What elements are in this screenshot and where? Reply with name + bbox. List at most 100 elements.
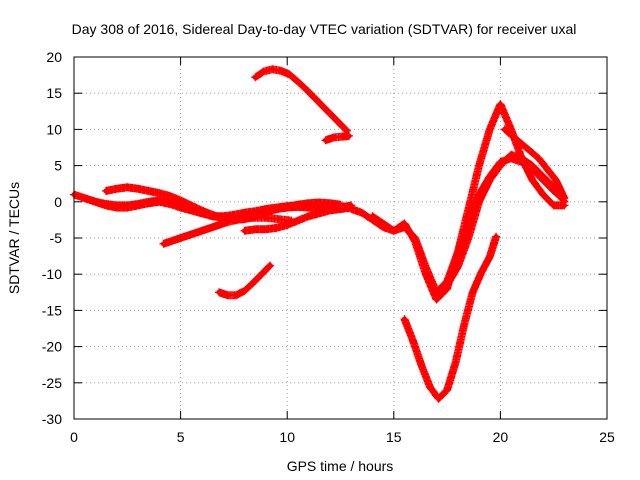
data-point — [493, 233, 499, 240]
data-point — [103, 188, 109, 194]
data-point — [427, 384, 433, 390]
data-point — [209, 212, 216, 218]
chart-title: Day 308 of 2016, Sidereal Day-to-day VTE… — [72, 21, 577, 37]
data-point — [250, 215, 256, 221]
data-point — [156, 199, 162, 205]
data-point — [103, 202, 109, 209]
data-point — [178, 197, 184, 203]
data-point — [465, 235, 472, 241]
data-point — [188, 202, 194, 209]
data-point — [519, 141, 525, 147]
y-tick-label: -10 — [42, 266, 62, 282]
data-point — [346, 133, 352, 139]
data-point — [160, 241, 167, 247]
data-point — [369, 213, 376, 219]
series-arc-bottom — [215, 261, 275, 300]
data-point — [497, 101, 503, 107]
data-point — [510, 134, 516, 140]
data-point — [216, 289, 222, 295]
y-tick-label: -15 — [42, 302, 62, 318]
data-point — [359, 210, 365, 216]
y-tick-label: -20 — [42, 339, 62, 355]
data-point — [487, 126, 493, 132]
data-point — [519, 155, 525, 161]
data-point — [508, 152, 514, 158]
data-point — [263, 215, 269, 221]
data-point — [269, 66, 275, 72]
y-tick-label: -25 — [42, 375, 62, 391]
data-point — [320, 104, 327, 110]
x-tick-label: 0 — [70, 429, 78, 445]
data-point — [295, 218, 301, 224]
data-point — [241, 228, 248, 234]
data-point — [263, 226, 269, 232]
data-point — [327, 200, 333, 206]
series-arc-storm-2 — [368, 100, 569, 304]
data-point — [252, 226, 258, 232]
data-point — [237, 216, 243, 222]
data-point — [250, 280, 256, 286]
data-point — [527, 148, 533, 154]
data-point — [284, 222, 290, 228]
data-point — [273, 206, 280, 212]
y-tick-label: 10 — [46, 121, 62, 137]
series-markers — [215, 261, 275, 300]
data-point — [380, 220, 386, 227]
data-point — [212, 223, 218, 230]
data-point — [259, 271, 265, 277]
data-point — [337, 121, 344, 127]
y-tick-label: 5 — [54, 158, 62, 174]
data-point — [529, 177, 535, 183]
data-point — [167, 193, 173, 199]
data-point — [340, 134, 346, 140]
ticks: 0 5 10 15 20 25 20 15 10 5 0 -5 -10 -15 -20 -25 -30 — [42, 49, 615, 445]
data-point — [316, 199, 322, 206]
series-markers — [400, 232, 501, 403]
data-point — [92, 199, 98, 205]
data-point — [295, 204, 301, 210]
data-point — [124, 204, 130, 211]
data-point — [540, 191, 546, 198]
series-arc-storm-3 — [443, 150, 569, 290]
data-point — [401, 316, 408, 322]
data-point — [337, 206, 344, 212]
y-tick-label: 0 — [54, 194, 62, 210]
data-point — [135, 186, 141, 192]
data-point — [146, 188, 152, 194]
x-tick-label: 15 — [386, 429, 402, 445]
data-point — [199, 207, 205, 214]
y-tick-label: -5 — [50, 230, 63, 246]
data-point — [156, 190, 162, 196]
data-point — [286, 71, 292, 77]
data-point — [186, 232, 192, 238]
data-point — [476, 199, 482, 205]
data-point — [135, 202, 141, 209]
x-axis-label: GPS time / hours — [287, 458, 394, 474]
data-point — [252, 74, 258, 80]
x-tick-label: 5 — [177, 429, 185, 445]
data-point — [114, 186, 120, 192]
data-point — [502, 126, 508, 132]
data-point — [322, 137, 329, 143]
series-markers — [251, 65, 351, 135]
data-point — [423, 271, 429, 277]
data-point — [487, 177, 493, 183]
data-point — [412, 239, 418, 245]
data-point — [435, 396, 442, 402]
data-point — [303, 86, 309, 93]
data-point — [224, 219, 231, 225]
data-point — [551, 202, 557, 209]
data-point — [536, 155, 542, 161]
data-point — [544, 166, 550, 172]
y-axis-label: SDTVAR / TECUs — [6, 182, 22, 294]
data-point — [444, 282, 450, 288]
data-point — [233, 292, 239, 298]
data-point — [540, 173, 546, 180]
data-point — [312, 95, 318, 101]
data-point — [553, 177, 559, 183]
data-point — [267, 262, 273, 269]
series-arc-low-a — [159, 213, 296, 248]
series-layer — [70, 65, 569, 403]
